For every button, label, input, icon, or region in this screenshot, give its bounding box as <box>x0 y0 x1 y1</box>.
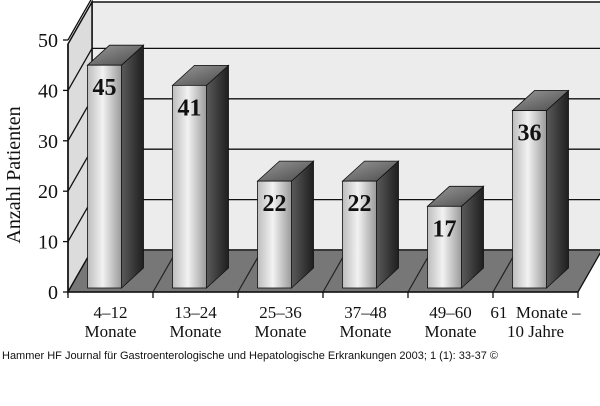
x-category-label: Monate <box>170 322 222 341</box>
gridline-side <box>67 0 92 41</box>
bar <box>171 64 230 289</box>
bar <box>86 44 145 289</box>
bar-value-label: 17 <box>433 216 457 242</box>
bar-value-label: 45 <box>93 75 117 101</box>
y-axis-label: Anzahl Patienten <box>3 106 25 243</box>
bar <box>511 89 570 289</box>
bar-value-label: 22 <box>348 191 372 217</box>
bar-side <box>291 160 314 289</box>
x-category-label: 37–48 <box>344 303 387 322</box>
gridline-side <box>67 48 93 91</box>
y-tick-label: 30 <box>38 131 58 153</box>
bar-front <box>427 205 462 289</box>
y-tick-label: 20 <box>38 181 58 203</box>
x-category-label: 13–24 <box>174 303 217 322</box>
x-category-label: Monate <box>425 322 477 341</box>
y-tick-label: 10 <box>38 232 58 254</box>
bar-front <box>342 180 377 289</box>
bar-front <box>512 110 547 289</box>
bar <box>426 185 485 289</box>
axes <box>63 39 579 298</box>
bar-side <box>376 160 399 289</box>
bar-side <box>121 44 144 289</box>
bar-side <box>206 64 229 289</box>
bar-value-label: 41 <box>178 95 202 121</box>
bar-front <box>257 180 292 289</box>
bar <box>256 160 315 289</box>
x-category-label: 10 Jahre <box>507 322 564 341</box>
bar-value-label: 22 <box>263 191 287 217</box>
bar-value-label: 36 <box>518 121 542 147</box>
x-category-label: 61 Monate – <box>490 303 581 322</box>
x-category-label: 49–60 <box>429 303 472 322</box>
x-category-label: 25–36 <box>259 303 302 322</box>
x-category-label: Monate <box>255 322 307 341</box>
bar <box>341 160 400 289</box>
bar-front <box>172 84 207 289</box>
y-tick-label: 50 <box>38 30 58 52</box>
x-category-label: Monate <box>340 322 392 341</box>
y-tick-label: 40 <box>38 80 58 102</box>
x-category-label: 4–12 <box>94 303 128 322</box>
x-category-label: Monate <box>85 322 137 341</box>
bar-front <box>87 64 122 289</box>
bars <box>86 44 570 289</box>
y-tick-label: 0 <box>48 282 58 304</box>
bar-side <box>546 89 569 289</box>
source-caption: Hammer HF Journal für Gastroenterologisc… <box>2 350 499 362</box>
